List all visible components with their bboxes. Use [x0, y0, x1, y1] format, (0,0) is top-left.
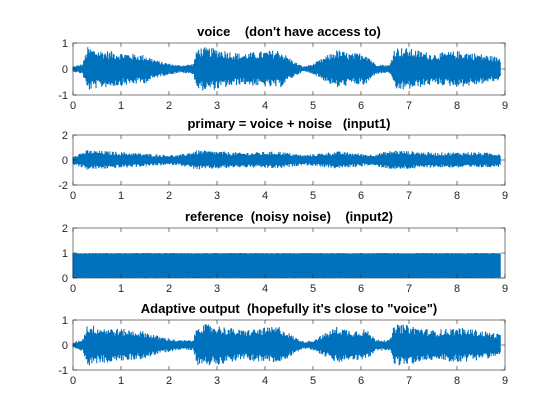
x-tick-label: 3 [214, 375, 220, 387]
x-tick-label: 9 [502, 100, 508, 112]
y-tick-label: 1 [62, 248, 68, 260]
x-tick-label: 9 [502, 190, 508, 202]
x-tick-label: 7 [406, 100, 412, 112]
x-tick-label: 0 [70, 100, 76, 112]
x-tick-label: 1 [118, 283, 124, 295]
x-tick-label: 1 [118, 100, 124, 112]
x-tick-label: 1 [118, 375, 124, 387]
x-tick-label: 9 [502, 375, 508, 387]
x-tick-label: 0 [70, 283, 76, 295]
x-tick-label: 5 [310, 100, 316, 112]
x-tick-label: 3 [214, 190, 220, 202]
y-tick-label: 2 [62, 130, 68, 142]
subplot-title: voice (don't have access to) [197, 24, 381, 39]
x-tick-label: 7 [406, 190, 412, 202]
x-tick-label: 0 [70, 375, 76, 387]
x-tick-label: 7 [406, 283, 412, 295]
x-tick-label: 6 [358, 375, 364, 387]
y-tick-label: -2 [58, 180, 68, 192]
x-tick-label: 5 [310, 283, 316, 295]
x-tick-label: 3 [214, 283, 220, 295]
x-tick-label: 8 [454, 283, 460, 295]
y-tick-label: 1 [62, 38, 68, 50]
x-tick-label: 9 [502, 283, 508, 295]
y-tick-label: 0 [62, 155, 68, 167]
x-tick-label: 6 [358, 100, 364, 112]
x-tick-label: 2 [166, 190, 172, 202]
x-tick-label: 8 [454, 190, 460, 202]
x-tick-label: 4 [262, 283, 268, 295]
y-tick-label: 0 [62, 340, 68, 352]
x-tick-label: 7 [406, 375, 412, 387]
x-tick-label: 6 [358, 283, 364, 295]
y-tick-label: 1 [62, 315, 68, 327]
subplot-title: Adaptive output (hopefully it's close to… [141, 301, 437, 316]
x-tick-label: 8 [454, 100, 460, 112]
y-tick-label: 2 [62, 223, 68, 235]
x-tick-label: 2 [166, 375, 172, 387]
subplot-3: 0 1 2 3 4 5 6 7 8 9 0 1 2 reference (noisy noise) (in… [62, 209, 508, 295]
subplot-title: reference (noisy noise) (input2) [185, 209, 393, 224]
y-tick-label: 0 [62, 273, 68, 285]
y-tick-label: -1 [58, 90, 68, 102]
x-tick-label: 5 [310, 375, 316, 387]
x-tick-label: 0 [70, 190, 76, 202]
subplot-title: primary = voice + noise (input1) [187, 116, 390, 131]
x-tick-label: 4 [262, 100, 268, 112]
x-tick-label: 6 [358, 190, 364, 202]
x-tick-label: 2 [166, 283, 172, 295]
x-tick-label: 8 [454, 375, 460, 387]
x-tick-label: 4 [262, 190, 268, 202]
x-tick-label: 1 [118, 190, 124, 202]
x-tick-label: 5 [310, 190, 316, 202]
y-tick-label: 0 [62, 64, 68, 76]
x-tick-label: 2 [166, 100, 172, 112]
x-tick-label: 3 [214, 100, 220, 112]
signal-trace [72, 253, 501, 278]
y-tick-label: -1 [58, 365, 68, 377]
x-tick-label: 4 [262, 375, 268, 387]
